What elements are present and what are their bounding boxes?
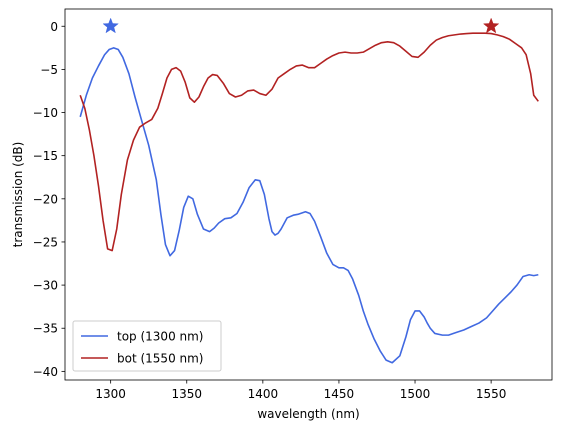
x-axis-title: wavelength (nm) <box>257 407 359 421</box>
y-tick-label: −25 <box>33 235 58 249</box>
y-tick-label: −10 <box>33 106 58 120</box>
legend-label-top: top (1300 nm) <box>117 330 204 344</box>
y-axis-title: transmission (dB) <box>11 142 25 248</box>
y-tick-label: −35 <box>33 322 58 336</box>
star-marker-bot <box>482 17 500 34</box>
axes: 1300 1350 1400 1450 1500 1550 0 −5 −10 −15 −20 −25 −… <box>33 8 553 401</box>
series-line-bot <box>79 32 539 252</box>
x-tick-label: 1450 <box>324 387 355 401</box>
legend-box <box>72 320 222 372</box>
star-marker-top <box>102 17 119 34</box>
legend-label-bot: bot (1550 nm) <box>117 352 204 366</box>
series-line-top <box>79 47 539 364</box>
x-tick-label: 1300 <box>95 387 126 401</box>
x-tick-label: 1350 <box>171 387 202 401</box>
y-tick-label: −20 <box>33 192 58 206</box>
y-tick-label: −30 <box>33 279 58 293</box>
x-tick-label: 1500 <box>400 387 431 401</box>
axes-frame <box>64 8 553 381</box>
y-tick-label: −15 <box>33 149 58 163</box>
y-tick-label: 0 <box>50 20 58 34</box>
legend: top (1300 nm) bot (1550 nm) <box>72 320 222 372</box>
x-tick-label: 1550 <box>476 387 507 401</box>
plot-area <box>79 17 539 364</box>
y-tick-label: −5 <box>40 63 58 77</box>
y-tick-label: −40 <box>33 365 58 379</box>
x-tick-label: 1400 <box>248 387 279 401</box>
